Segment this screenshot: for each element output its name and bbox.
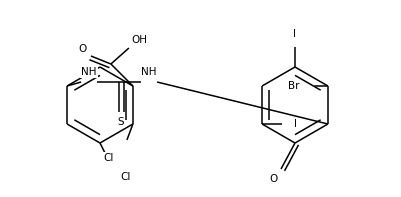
Text: I: I [294, 29, 296, 39]
Text: Cl: Cl [121, 172, 131, 182]
Text: NH: NH [81, 67, 97, 77]
Text: O: O [269, 174, 277, 184]
Text: I: I [294, 119, 297, 129]
Text: S: S [118, 117, 124, 127]
Text: Cl: Cl [104, 153, 114, 163]
Text: OH: OH [131, 35, 147, 45]
Text: O: O [79, 44, 87, 54]
Text: NH: NH [141, 67, 157, 77]
Text: Br: Br [288, 81, 300, 91]
